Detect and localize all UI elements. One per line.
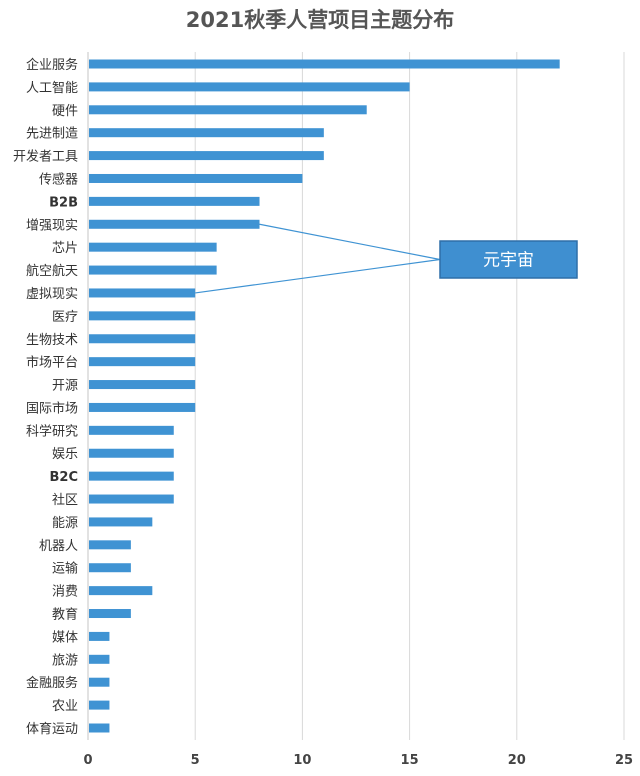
category-label: 金融服务 bbox=[26, 675, 78, 691]
category-label: 人工智能 bbox=[26, 81, 78, 96]
category-label: 运输 bbox=[52, 561, 78, 577]
category-label: 娱乐 bbox=[52, 447, 78, 462]
bar bbox=[89, 471, 174, 481]
annotation-connector bbox=[259, 223, 441, 261]
bar bbox=[89, 128, 324, 138]
bar bbox=[89, 586, 153, 596]
category-label: 虚拟现实 bbox=[26, 287, 78, 302]
category-label: 科学研究 bbox=[26, 423, 78, 439]
category-label: 教育 bbox=[52, 607, 78, 623]
bar bbox=[89, 380, 196, 390]
bar bbox=[89, 677, 110, 687]
chart-title: 2021秋季人营项目主题分布 bbox=[186, 8, 454, 32]
category-label: 航空航天 bbox=[26, 263, 78, 279]
x-tick-label: 0 bbox=[83, 753, 92, 768]
annotation-label: 元宇宙 bbox=[483, 251, 534, 271]
category-label: 开发者工具 bbox=[13, 149, 78, 165]
bar bbox=[89, 334, 196, 344]
bar bbox=[89, 654, 110, 664]
category-label: 社区 bbox=[52, 492, 78, 508]
bar bbox=[89, 357, 196, 367]
bar bbox=[89, 196, 260, 206]
bar bbox=[89, 631, 110, 641]
category-label: 医疗 bbox=[52, 310, 78, 325]
category-label: 企业服务 bbox=[26, 57, 78, 73]
category-label: B2C bbox=[50, 470, 79, 485]
x-tick-label: 25 bbox=[615, 753, 633, 768]
bar bbox=[89, 448, 174, 458]
x-tick-label: 15 bbox=[401, 753, 419, 768]
category-label: 能源 bbox=[52, 516, 78, 531]
category-label: 硬件 bbox=[52, 104, 78, 119]
category-label: 先进制造 bbox=[26, 127, 78, 142]
category-label: 传感器 bbox=[39, 171, 78, 187]
x-tick-label: 20 bbox=[508, 753, 526, 768]
bar bbox=[89, 219, 260, 229]
bar bbox=[89, 540, 131, 550]
category-label: 消费 bbox=[52, 585, 78, 600]
bar bbox=[89, 173, 303, 183]
bar bbox=[89, 82, 410, 92]
category-label: 市场平台 bbox=[26, 355, 78, 371]
x-tick-label: 5 bbox=[191, 753, 200, 768]
category-label: 芯片 bbox=[52, 241, 78, 256]
bar bbox=[89, 425, 174, 435]
bar bbox=[89, 494, 174, 504]
bar bbox=[89, 265, 217, 275]
x-tick-label: 10 bbox=[293, 753, 311, 768]
category-label: 开源 bbox=[52, 379, 78, 394]
category-label: 生物技术 bbox=[26, 333, 78, 348]
bar bbox=[89, 563, 131, 573]
bar bbox=[89, 59, 560, 69]
bar bbox=[89, 311, 196, 321]
bar bbox=[89, 700, 110, 710]
annotation-box bbox=[439, 240, 578, 279]
bar bbox=[89, 105, 367, 115]
category-label: 旅游 bbox=[52, 653, 78, 668]
annotation-connector bbox=[195, 258, 441, 294]
category-label: 体育运动 bbox=[26, 721, 78, 737]
bar bbox=[89, 288, 196, 298]
bar bbox=[89, 609, 131, 619]
bar bbox=[89, 151, 324, 161]
category-label: 机器人 bbox=[39, 539, 78, 554]
category-label: 国际市场 bbox=[26, 400, 78, 416]
category-label: 增强现实 bbox=[26, 218, 78, 233]
category-label: 农业 bbox=[52, 699, 78, 714]
category-label: 媒体 bbox=[52, 630, 78, 645]
category-label: B2B bbox=[49, 195, 78, 210]
bar bbox=[89, 517, 153, 527]
bar bbox=[89, 402, 196, 412]
bar bbox=[89, 242, 217, 252]
bar bbox=[89, 723, 110, 733]
